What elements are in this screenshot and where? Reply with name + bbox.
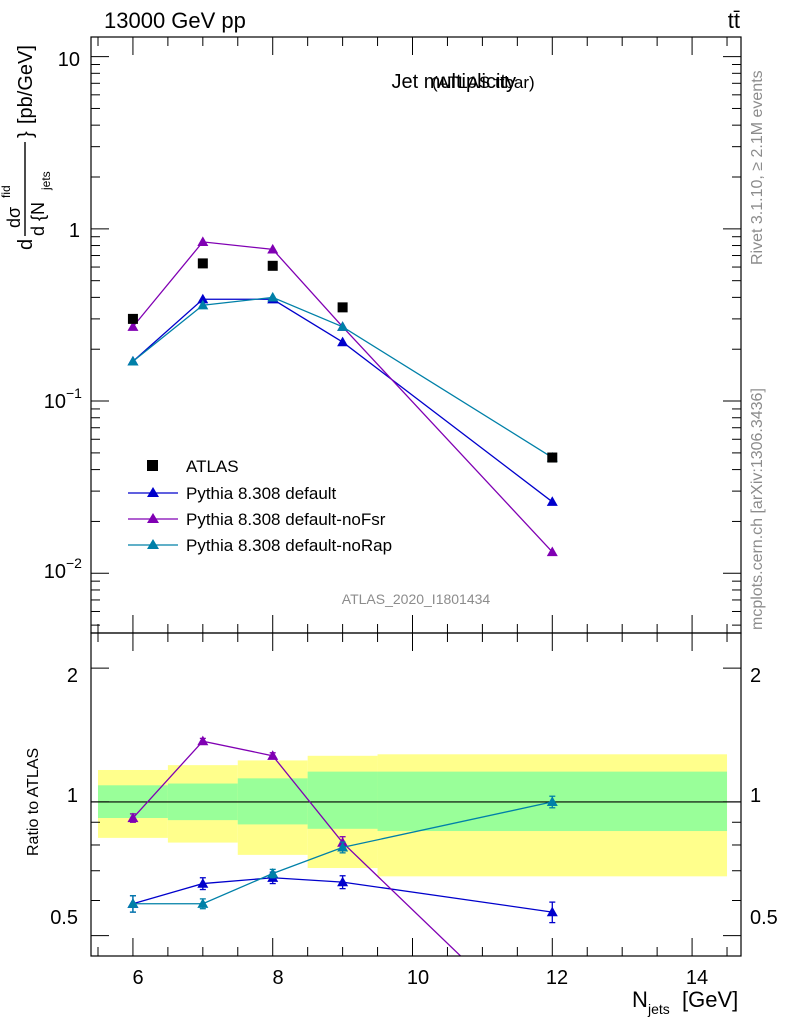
data-point-atlas bbox=[547, 452, 558, 463]
legend-marker-norap bbox=[147, 539, 159, 549]
y-tick-label-0.1-exp: −1 bbox=[66, 385, 82, 401]
ratio-point-pythia-8-308-default bbox=[197, 878, 209, 888]
ratio-y-axis-label: Ratio to ATLAS bbox=[25, 748, 42, 856]
main-y-ticks bbox=[91, 37, 741, 633]
y-label-jets-sub: jets bbox=[39, 171, 53, 191]
point-pythia-8-308-default bbox=[337, 336, 349, 347]
x-label-n: N bbox=[632, 987, 648, 1012]
ratio-ticks bbox=[91, 633, 741, 956]
y-label-close-brace: } bbox=[15, 131, 37, 138]
y-tick-label-0.01-base: 10 bbox=[44, 561, 66, 583]
ratio-point-pythia-8-308-default-norap bbox=[267, 868, 279, 878]
x-label-jets-sub: jets bbox=[647, 1001, 670, 1017]
legend-label-atlas: ATLAS bbox=[186, 457, 239, 476]
x-tick-label-6: 6 bbox=[132, 967, 143, 989]
ratio-point-pythia-8-308-default bbox=[337, 876, 349, 887]
main-plot-marks bbox=[127, 236, 558, 557]
ratio-plot-marks bbox=[127, 735, 558, 956]
line-pythia-8-308-default-nofsr bbox=[132, 241, 553, 553]
ratio-point-pythia-8-308-default-norap bbox=[197, 898, 209, 908]
y-tick-label-0.01: 10 bbox=[44, 561, 66, 583]
band-green bbox=[307, 771, 378, 829]
x-tick-label-12: 12 bbox=[546, 967, 568, 989]
y-label-units: [pb/GeV] bbox=[15, 45, 37, 124]
analysis-id: ATLAS_2020_I1801434 bbox=[342, 591, 491, 607]
x-axis-label: N jets [GeV] bbox=[632, 987, 738, 1017]
ratio-point-pythia-8-308-default-norap bbox=[127, 898, 139, 908]
ratio-point-pythia-8-308-default-nofsr bbox=[127, 812, 139, 823]
legend-marker-default bbox=[147, 487, 159, 497]
legend-label-norap: Pythia 8.308 default-noRap bbox=[186, 536, 392, 555]
point-pythia-8-308-default-norap bbox=[127, 355, 139, 366]
data-point-atlas bbox=[267, 260, 278, 271]
y-axis-label: d dσ fid d {N jets } [pb/GeV] bbox=[0, 45, 53, 250]
y-tick-label-0.1: 10 bbox=[44, 391, 66, 413]
data-point-atlas bbox=[127, 313, 138, 324]
plot-title-main: Jet multiplicity bbox=[392, 71, 516, 93]
point-pythia-8-308-default-norap bbox=[197, 299, 209, 310]
ratio-point-pythia-8-308-default-norap bbox=[546, 796, 558, 807]
x-tick-label-10: 10 bbox=[407, 967, 429, 989]
ratio-y-tick-label-right-1: 1 bbox=[750, 785, 761, 807]
ratio-series-group bbox=[127, 735, 558, 956]
point-pythia-8-308-default-nofsr bbox=[127, 321, 139, 331]
y-label-fid: fid bbox=[0, 185, 13, 198]
y-label-dsigma: dσ bbox=[4, 207, 24, 228]
y-tick-label-0.01-exp: −2 bbox=[66, 555, 82, 571]
ratio-point-pythia-8-308-default-nofsr bbox=[197, 735, 209, 746]
data-point-atlas bbox=[337, 302, 348, 313]
point-pythia-8-308-default bbox=[197, 293, 209, 304]
y-label-d: d bbox=[15, 239, 37, 250]
legend-label-nofsr: Pythia 8.308 default-noFsr bbox=[186, 510, 386, 529]
plot-title: Jet multiplicity bbox=[392, 71, 516, 93]
ratio-plot-frame bbox=[90, 632, 742, 957]
plot-title-sub: (ATLAS ttbar) bbox=[432, 73, 535, 92]
ratio-point-pythia-8-308-default bbox=[546, 906, 558, 917]
ratio-point-pythia-8-308-default-norap bbox=[337, 841, 349, 852]
ratio-uncertainty-bands bbox=[91, 754, 741, 877]
legend-label-default: Pythia 8.308 default bbox=[186, 484, 337, 503]
point-pythia-8-308-default-nofsr bbox=[197, 236, 209, 247]
x-tick-label-8: 8 bbox=[272, 967, 283, 989]
point-pythia-8-308-default-norap bbox=[337, 321, 349, 331]
legend-marker-atlas bbox=[147, 460, 158, 471]
y-tick-label-1: 1 bbox=[69, 220, 80, 242]
mcplots-label: mcplots.cern.ch [arXiv:1306.3436] bbox=[749, 388, 766, 630]
point-pythia-8-308-default-nofsr bbox=[546, 546, 558, 557]
ratio-plot-panel: 2 1 0.5 2 1 0.5 Ratio to ATLAS 6 8 10 12… bbox=[25, 632, 778, 1017]
process-label: tt̄ bbox=[728, 8, 740, 33]
ratio-y-tick-label-2: 2 bbox=[67, 665, 78, 687]
legend-marker-nofsr bbox=[147, 513, 159, 523]
x-label-units: [GeV] bbox=[682, 987, 738, 1012]
ratio-y-tick-label-right-0.5: 0.5 bbox=[750, 907, 778, 929]
main-plot-panel: Jet multiplicity (ATLAS ttbar) 10 1 10 −… bbox=[0, 36, 742, 634]
point-pythia-8-308-default-nofsr bbox=[267, 243, 279, 254]
point-pythia-8-308-default bbox=[546, 496, 558, 506]
ratio-y-tick-label-1: 1 bbox=[67, 785, 78, 807]
ratio-y-tick-label-0.5: 0.5 bbox=[50, 907, 78, 929]
x-tick-label-14: 14 bbox=[686, 967, 708, 989]
energy-label: 13000 GeV pp bbox=[104, 8, 246, 33]
legend: ATLAS Pythia 8.308 default Pythia 8.308 … bbox=[128, 457, 392, 555]
y-tick-label-0.1-base: 10 bbox=[44, 391, 66, 413]
ratio-y-tick-label-right-2: 2 bbox=[750, 665, 761, 687]
ratio-point-pythia-8-308-default-nofsr bbox=[267, 750, 279, 760]
rivet-label: Rivet 3.1.10, ≥ 2.1M events bbox=[749, 70, 766, 265]
y-tick-label-10: 10 bbox=[58, 49, 80, 71]
data-point-atlas bbox=[197, 258, 208, 269]
point-pythia-8-308-default-norap bbox=[267, 291, 279, 302]
y-label-dnjets: d {N bbox=[28, 202, 48, 236]
